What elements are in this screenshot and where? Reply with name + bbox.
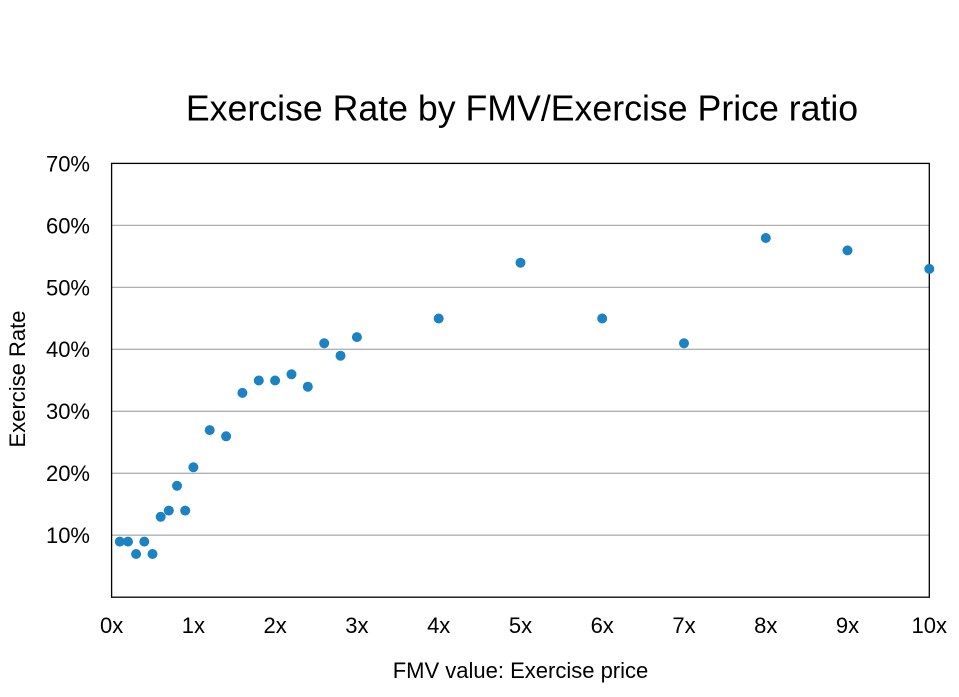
svg-text:20%: 20% [46, 461, 90, 486]
svg-text:60%: 60% [46, 213, 90, 238]
svg-text:Exercise Rate by FMV/Exercise: Exercise Rate by FMV/Exercise Price rati… [186, 89, 858, 129]
svg-text:30%: 30% [46, 399, 90, 424]
svg-text:50%: 50% [46, 275, 90, 300]
svg-text:10%: 10% [46, 523, 90, 548]
svg-text:70%: 70% [46, 151, 90, 176]
svg-text:6x: 6x [591, 613, 614, 638]
svg-text:FMV value: Exercise price: FMV value: Exercise price [393, 658, 649, 683]
svg-text:Exercise Rate: Exercise Rate [5, 311, 30, 448]
svg-text:2x: 2x [263, 613, 286, 638]
svg-text:5x: 5x [509, 613, 532, 638]
svg-text:10x: 10x [912, 613, 947, 638]
svg-text:1x: 1x [182, 613, 205, 638]
svg-text:8x: 8x [754, 613, 777, 638]
svg-text:0x: 0x [100, 613, 123, 638]
svg-text:40%: 40% [46, 337, 90, 362]
svg-text:4x: 4x [427, 613, 450, 638]
svg-text:9x: 9x [836, 613, 859, 638]
svg-text:3x: 3x [345, 613, 368, 638]
svg-text:7x: 7x [672, 613, 695, 638]
